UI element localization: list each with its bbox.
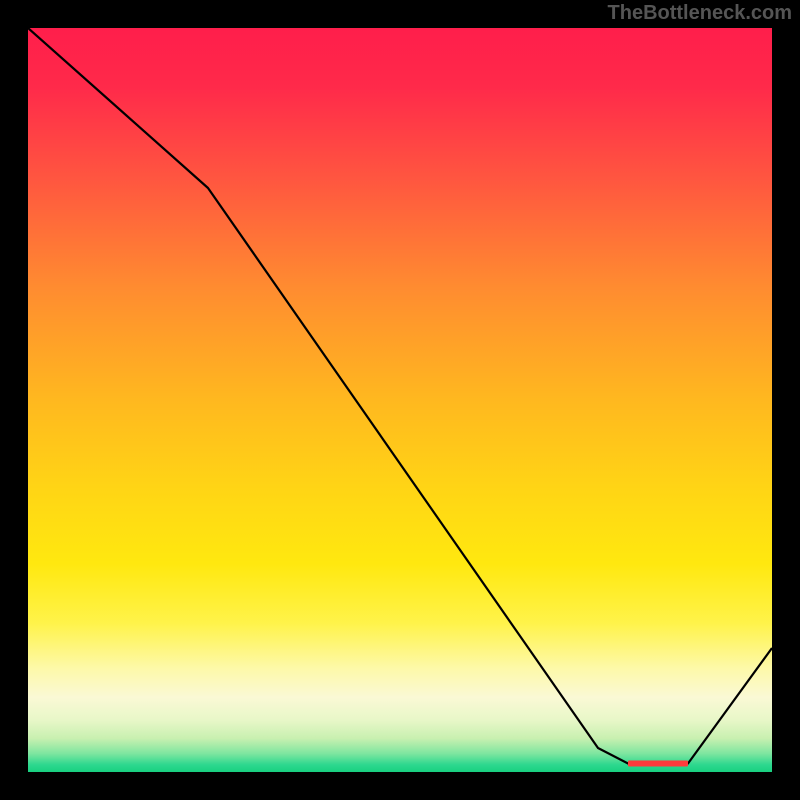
bottleneck-curve — [28, 28, 772, 772]
watermark-text: TheBottleneck.com — [608, 2, 792, 25]
plot-area — [28, 28, 772, 772]
